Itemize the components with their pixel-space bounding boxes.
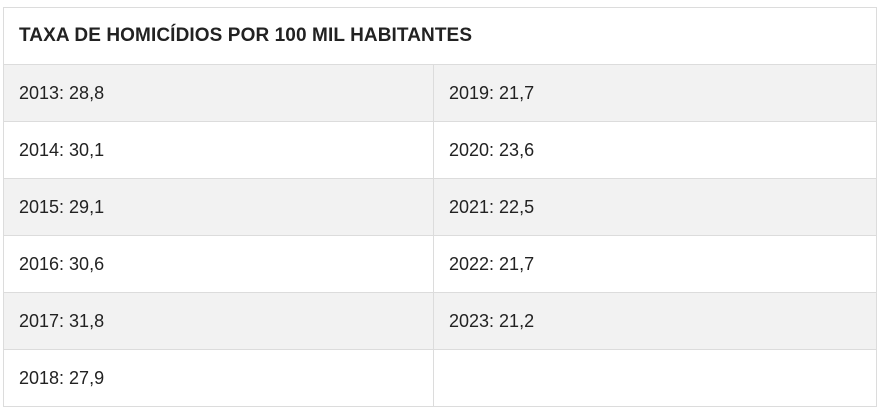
table-cell-year-2021: 2021: 22,5 [449,196,535,217]
table-cell-year-2015: 2015: 29,1 [4,179,434,235]
table-row: 2013: 28,8 2019: 21,7 [4,65,876,122]
homicide-rate-table: TAXA DE HOMICÍDIOS POR 100 MIL HABITANTE… [3,7,877,407]
table-row: 2017: 31,8 2023: 21,2 [4,293,876,350]
table-title: TAXA DE HOMICÍDIOS POR 100 MIL HABITANTE… [4,8,876,65]
table-cell-year-2013: 2013: 28,8 [4,65,434,121]
table-cell-year-2014: 2014: 30,1 [4,122,434,178]
table-row: 2016: 30,6 2022: 21,7 [4,236,876,293]
table-cell-empty [434,350,876,407]
table-body: 2013: 28,8 2019: 21,7 2014: 30,1 2020: 2… [4,65,876,407]
table-cell-year-2023: 2023: 21,2 [449,310,535,331]
table-cell-year-2016: 2016: 30,6 [4,236,434,292]
table-cell-year-2022: 2022: 21,7 [449,253,535,274]
table-row: 2014: 30,1 2020: 23,6 [4,122,876,179]
table-cell-year-2020: 2020: 23,6 [449,139,535,160]
table-row: 2018: 27,9 [4,350,876,407]
table-cell-year-2018: 2018: 27,9 [4,350,434,407]
table-cell-year-2017: 2017: 31,8 [4,293,434,349]
table-cell-year-2019: 2019: 21,7 [449,82,535,103]
table-row: 2015: 29,1 2021: 22,5 [4,179,876,236]
